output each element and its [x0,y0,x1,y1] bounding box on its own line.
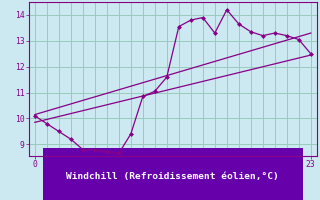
X-axis label: Windchill (Refroidissement éolien,°C): Windchill (Refroidissement éolien,°C) [67,172,279,181]
